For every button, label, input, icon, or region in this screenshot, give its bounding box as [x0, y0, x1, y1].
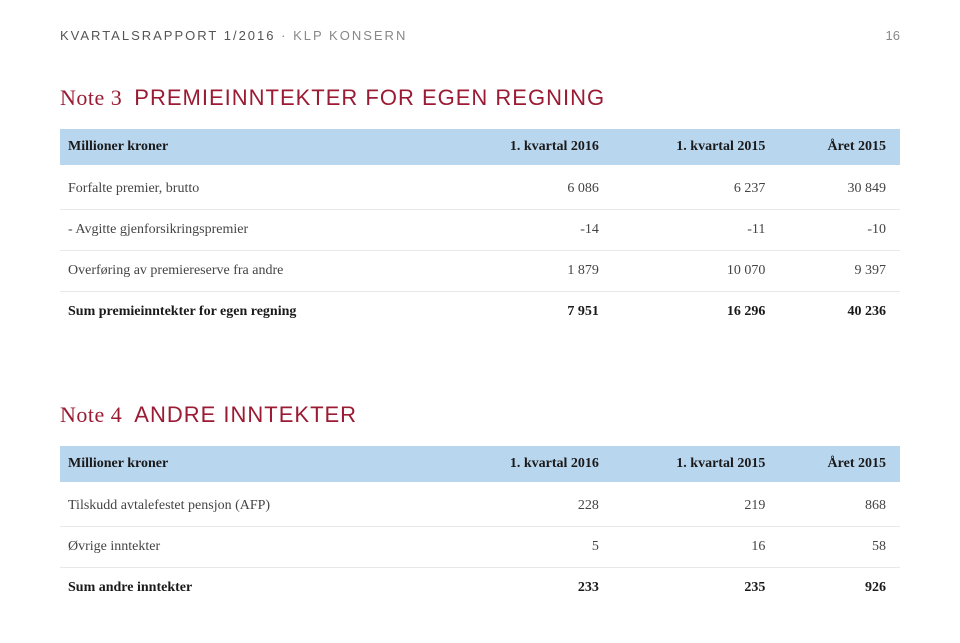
cell: 868 — [779, 482, 900, 527]
cell: 6 237 — [613, 165, 779, 210]
note4-body: Tilskudd avtalefestet pensjon (AFP)22821… — [60, 482, 900, 608]
report-title: KVARTALSRAPPORT 1/2016 — [60, 28, 276, 43]
header-left: KVARTALSRAPPORT 1/2016 · KLP KONSERN — [60, 28, 407, 43]
cell: 926 — [779, 568, 900, 609]
page-number: 16 — [886, 28, 900, 43]
col-year-2015: Året 2015 — [779, 446, 900, 482]
cell: 5 — [446, 527, 612, 568]
note4-prefix: Note 4 — [60, 402, 122, 427]
note4-header-row: Millioner kroner 1. kvartal 2016 1. kvar… — [60, 446, 900, 482]
cell: 58 — [779, 527, 900, 568]
cell: 228 — [446, 482, 612, 527]
col-q1-2016: 1. kvartal 2016 — [446, 129, 612, 165]
col-label: Millioner kroner — [60, 129, 446, 165]
cell: 30 849 — [779, 165, 900, 210]
header-dot: · — [281, 28, 287, 43]
table-row: Sum premieinntekter for egen regning7 95… — [60, 292, 900, 333]
table-row: Øvrige inntekter51658 — [60, 527, 900, 568]
cell: 16 — [613, 527, 779, 568]
col-q1-2015: 1. kvartal 2015 — [613, 129, 779, 165]
note3-body: Forfalte premier, brutto6 0866 23730 849… — [60, 165, 900, 332]
cell: Tilskudd avtalefestet pensjon (AFP) — [60, 482, 446, 527]
cell: Sum andre inntekter — [60, 568, 446, 609]
cell: -14 — [446, 210, 612, 251]
table-row: Tilskudd avtalefestet pensjon (AFP)22821… — [60, 482, 900, 527]
table-row: Overføring av premiereserve fra andre1 8… — [60, 251, 900, 292]
cell: -10 — [779, 210, 900, 251]
table-row: Forfalte premier, brutto6 0866 23730 849 — [60, 165, 900, 210]
cell: 7 951 — [446, 292, 612, 333]
note3-header-row: Millioner kroner 1. kvartal 2016 1. kvar… — [60, 129, 900, 165]
note4-label: ANDRE INNTEKTER — [134, 402, 357, 427]
note4-title: Note 4 ANDRE INNTEKTER — [60, 402, 900, 428]
col-q1-2015: 1. kvartal 2015 — [613, 446, 779, 482]
col-label: Millioner kroner — [60, 446, 446, 482]
cell: Forfalte premier, brutto — [60, 165, 446, 210]
cell: 233 — [446, 568, 612, 609]
cell: 16 296 — [613, 292, 779, 333]
cell: Øvrige inntekter — [60, 527, 446, 568]
cell: 1 879 — [446, 251, 612, 292]
cell: 219 — [613, 482, 779, 527]
note3-prefix: Note 3 — [60, 85, 122, 110]
cell: Sum premieinntekter for egen regning — [60, 292, 446, 333]
note4-table: Millioner kroner 1. kvartal 2016 1. kvar… — [60, 446, 900, 608]
cell: -11 — [613, 210, 779, 251]
page-header: KVARTALSRAPPORT 1/2016 · KLP KONSERN 16 — [60, 28, 900, 43]
table-row: - Avgitte gjenforsikringspremier-14-11-1… — [60, 210, 900, 251]
note3-title: Note 3 PREMIEINNTEKTER FOR EGEN REGNING — [60, 85, 900, 111]
col-q1-2016: 1. kvartal 2016 — [446, 446, 612, 482]
cell: 235 — [613, 568, 779, 609]
cell: 6 086 — [446, 165, 612, 210]
note3-label: PREMIEINNTEKTER FOR EGEN REGNING — [134, 85, 605, 110]
table-row: Sum andre inntekter233235926 — [60, 568, 900, 609]
cell: Overføring av premiereserve fra andre — [60, 251, 446, 292]
cell: 9 397 — [779, 251, 900, 292]
note3-table: Millioner kroner 1. kvartal 2016 1. kvar… — [60, 129, 900, 332]
company-name: KLP KONSERN — [293, 28, 407, 43]
cell: 10 070 — [613, 251, 779, 292]
col-year-2015: Året 2015 — [779, 129, 900, 165]
cell: - Avgitte gjenforsikringspremier — [60, 210, 446, 251]
cell: 40 236 — [779, 292, 900, 333]
